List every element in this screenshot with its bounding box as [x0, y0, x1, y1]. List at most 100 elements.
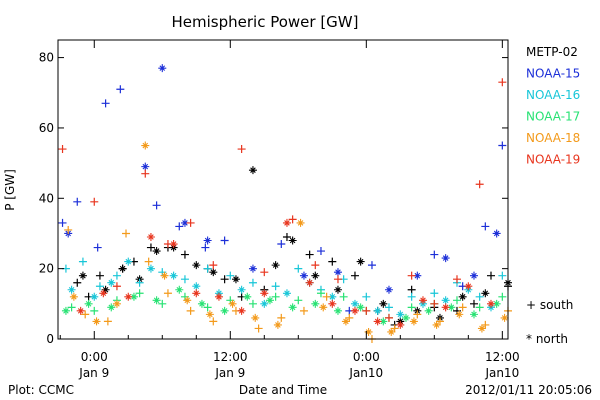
data-point-star	[464, 282, 473, 291]
data-point-plus	[201, 243, 210, 252]
data-point-star	[101, 285, 110, 294]
y-axis-ticks: 0 20 40 60 80	[39, 51, 508, 346]
data-point-plus	[339, 292, 348, 301]
data-point-plus	[277, 240, 286, 249]
data-point-star	[146, 232, 155, 241]
data-point-plus	[180, 250, 189, 259]
data-point-plus	[328, 257, 337, 266]
data-point-plus	[163, 289, 172, 298]
x-tick-label-time: 0:00	[81, 350, 108, 364]
data-point-star	[418, 296, 427, 305]
data-point-star	[379, 317, 388, 326]
data-point-star	[209, 268, 218, 277]
data-point-star	[469, 271, 478, 280]
data-point-star	[271, 261, 280, 270]
data-point-plus	[135, 278, 144, 287]
data-point-star	[299, 271, 308, 280]
data-point-star	[273, 320, 282, 329]
data-point-star	[248, 264, 257, 273]
footer-right: 2012/01/11 20:05:06	[465, 383, 592, 397]
data-point-star	[296, 218, 305, 227]
data-point-star	[356, 303, 365, 312]
data-point-plus	[112, 282, 121, 291]
data-point-plus	[277, 313, 286, 322]
data-point-star	[328, 299, 337, 308]
legend: METP-02 NOAA-15 NOAA-16 NOAA-17 NOAA-18 NOAA-…	[526, 45, 580, 167]
data-point-star	[328, 292, 337, 301]
data-point-plus	[67, 303, 76, 312]
data-point-star	[477, 324, 486, 333]
data-point-star	[379, 299, 388, 308]
data-point-plus	[481, 320, 490, 329]
data-point-star	[319, 303, 328, 312]
data-point-star	[305, 278, 314, 287]
data-point-plus	[141, 169, 150, 178]
data-point-star	[265, 296, 274, 305]
data-point-star	[333, 306, 342, 315]
data-point-plus	[226, 271, 235, 280]
data-point-plus	[186, 306, 195, 315]
data-point-plus	[73, 197, 82, 206]
data-point-plus	[271, 292, 280, 301]
data-point-plus	[152, 201, 161, 210]
marker-key-south: + south	[526, 298, 573, 312]
y-tick-label: 80	[39, 51, 54, 65]
data-point-plus	[81, 310, 90, 319]
data-point-star	[107, 303, 116, 312]
data-point-star	[69, 292, 78, 301]
data-point-star	[350, 299, 359, 308]
data-point-star	[282, 289, 291, 298]
data-point-star	[67, 285, 76, 294]
data-layer	[58, 64, 512, 343]
y-tick-label: 20	[39, 262, 54, 276]
data-point-star	[141, 141, 150, 150]
data-point-star	[141, 162, 150, 171]
data-point-star	[341, 317, 350, 326]
data-point-plus	[146, 243, 155, 252]
data-point-plus	[384, 303, 393, 312]
data-point-plus	[90, 306, 99, 315]
data-point-star	[373, 317, 382, 326]
series-noaa-16	[61, 257, 507, 319]
marker-key-north: * north	[526, 332, 568, 346]
data-point-plus	[260, 268, 269, 277]
data-point-plus	[350, 271, 359, 280]
data-point-star	[169, 240, 178, 249]
data-point-plus	[498, 271, 507, 280]
data-point-star	[373, 306, 382, 315]
data-point-star	[205, 310, 214, 319]
data-point-star	[447, 303, 456, 312]
data-point-plus	[101, 99, 110, 108]
data-point-star	[220, 306, 229, 315]
data-point-plus	[220, 275, 229, 284]
data-point-star	[413, 271, 422, 280]
data-point-plus	[407, 271, 416, 280]
data-point-plus	[248, 278, 257, 287]
x-axis-label: Date and Time	[239, 383, 327, 397]
data-point-plus	[407, 303, 416, 312]
data-point-plus	[311, 261, 320, 270]
series-noaa-17	[61, 285, 507, 326]
legend-entry: NOAA-18	[526, 131, 580, 145]
footer-left: Plot: CCMC	[8, 383, 74, 397]
data-point-star	[311, 299, 320, 308]
data-point-star	[61, 306, 70, 315]
data-point-star	[409, 317, 418, 326]
data-point-star	[500, 313, 509, 322]
y-tick-label: 0	[46, 332, 54, 346]
data-point-plus	[220, 236, 229, 245]
data-point-plus	[362, 292, 371, 301]
data-point-star	[124, 292, 133, 301]
data-point-plus	[452, 275, 461, 284]
data-point-plus	[103, 317, 112, 326]
legend-entry: NOAA-15	[526, 67, 580, 81]
y-tick-label: 60	[39, 121, 54, 135]
data-point-star	[129, 292, 138, 301]
data-point-star	[228, 299, 237, 308]
x-tick-label-time: 12:00	[213, 350, 248, 364]
data-point-plus	[299, 306, 308, 315]
data-point-star	[84, 299, 93, 308]
data-point-star	[288, 303, 297, 312]
data-point-star	[401, 313, 410, 322]
